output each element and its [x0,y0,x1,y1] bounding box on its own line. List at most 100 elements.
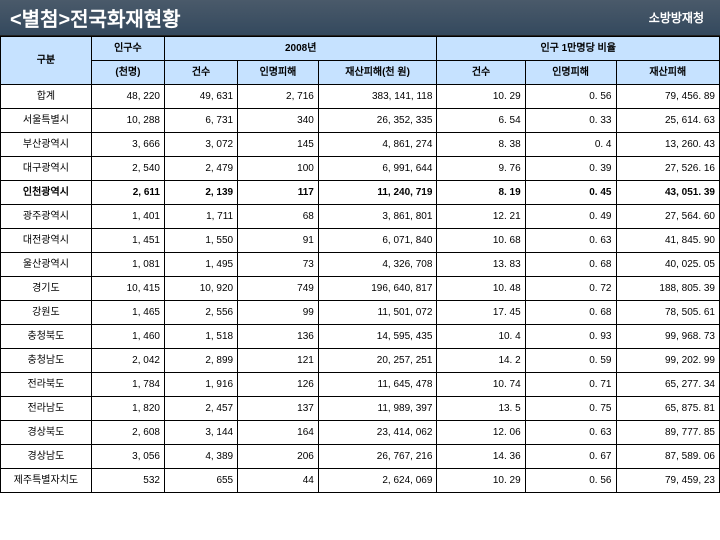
cell-rate-injury: 0. 68 [525,253,616,277]
cell-injury: 68 [238,205,319,229]
cell-rate-count: 6. 54 [437,109,525,133]
cell-property: 6, 071, 840 [318,229,437,253]
cell-property: 4, 861, 274 [318,133,437,157]
cell-property: 196, 640, 817 [318,277,437,301]
table-row: 충청남도2, 0422, 89912120, 257, 25114. 20. 5… [1,349,720,373]
cell-count: 1, 711 [164,205,237,229]
cell-count: 1, 916 [164,373,237,397]
th-category: 구분 [1,37,92,85]
cell-count: 1, 495 [164,253,237,277]
cell-population: 48, 220 [91,85,164,109]
cell-population: 3, 666 [91,133,164,157]
cell-label: 울산광역시 [1,253,92,277]
cell-rate-injury: 0. 33 [525,109,616,133]
table-body: 합계48, 22049, 6312, 716383, 141, 11810. 2… [1,85,720,493]
cell-population: 2, 611 [91,181,164,205]
cell-rate-property: 99, 202. 99 [616,349,720,373]
cell-rate-count: 10. 29 [437,469,525,493]
cell-label: 대전광역시 [1,229,92,253]
cell-count: 2, 556 [164,301,237,325]
cell-rate-property: 27, 564. 60 [616,205,720,229]
cell-injury: 2, 716 [238,85,319,109]
cell-rate-property: 87, 589. 06 [616,445,720,469]
cell-property: 6, 991, 644 [318,157,437,181]
cell-rate-injury: 0. 45 [525,181,616,205]
cell-rate-injury: 0. 49 [525,205,616,229]
cell-population: 10, 415 [91,277,164,301]
cell-population: 2, 042 [91,349,164,373]
cell-count: 2, 479 [164,157,237,181]
cell-property: 26, 352, 335 [318,109,437,133]
th-injury: 인명피해 [238,61,319,85]
cell-count: 2, 457 [164,397,237,421]
cell-population: 2, 540 [91,157,164,181]
cell-population: 1, 784 [91,373,164,397]
cell-injury: 749 [238,277,319,301]
cell-injury: 73 [238,253,319,277]
cell-count: 1, 518 [164,325,237,349]
cell-rate-count: 9. 76 [437,157,525,181]
cell-population: 1, 451 [91,229,164,253]
cell-injury: 91 [238,229,319,253]
cell-rate-count: 14. 2 [437,349,525,373]
table-row: 광주광역시1, 4011, 711683, 861, 80112. 210. 4… [1,205,720,229]
cell-label: 부산광역시 [1,133,92,157]
cell-rate-property: 13, 260. 43 [616,133,720,157]
cell-population: 1, 820 [91,397,164,421]
cell-count: 6, 731 [164,109,237,133]
cell-injury: 136 [238,325,319,349]
cell-count: 10, 920 [164,277,237,301]
cell-population: 2, 608 [91,421,164,445]
cell-rate-count: 10. 29 [437,85,525,109]
cell-property: 4, 326, 708 [318,253,437,277]
cell-rate-injury: 0. 72 [525,277,616,301]
cell-injury: 44 [238,469,319,493]
cell-rate-injury: 0. 71 [525,373,616,397]
cell-rate-count: 10. 4 [437,325,525,349]
cell-label: 제주특별자치도 [1,469,92,493]
cell-population: 1, 460 [91,325,164,349]
cell-label: 광주광역시 [1,205,92,229]
cell-property: 11, 501, 072 [318,301,437,325]
cell-property: 383, 141, 118 [318,85,437,109]
page-title: <별첨>전국화재현황 [10,3,181,32]
cell-rate-injury: 0. 67 [525,445,616,469]
cell-rate-property: 89, 777. 85 [616,421,720,445]
table-row: 강원도1, 4652, 5569911, 501, 07217. 450. 68… [1,301,720,325]
cell-label: 합계 [1,85,92,109]
cell-rate-count: 10. 68 [437,229,525,253]
th-count: 건수 [164,61,237,85]
cell-rate-property: 78, 505. 61 [616,301,720,325]
cell-injury: 121 [238,349,319,373]
table-row: 전라남도1, 8202, 45713711, 989, 39713. 50. 7… [1,397,720,421]
cell-label: 경상남도 [1,445,92,469]
cell-population: 3, 056 [91,445,164,469]
cell-population: 10, 288 [91,109,164,133]
cell-injury: 145 [238,133,319,157]
table-row: 인천광역시2, 6112, 13911711, 240, 7198. 190. … [1,181,720,205]
cell-injury: 206 [238,445,319,469]
cell-label: 경기도 [1,277,92,301]
th-property: 재산피해(천 원) [318,61,437,85]
cell-population: 532 [91,469,164,493]
cell-label: 인천광역시 [1,181,92,205]
cell-population: 1, 401 [91,205,164,229]
table-row: 부산광역시3, 6663, 0721454, 861, 2748. 380. 4… [1,133,720,157]
table-row: 전라북도1, 7841, 91612611, 645, 47810. 740. … [1,373,720,397]
cell-label: 강원도 [1,301,92,325]
cell-property: 20, 257, 251 [318,349,437,373]
cell-rate-count: 10. 48 [437,277,525,301]
cell-rate-count: 12. 21 [437,205,525,229]
cell-label: 전라북도 [1,373,92,397]
cell-rate-count: 8. 38 [437,133,525,157]
th-year-group: 2008년 [164,37,436,61]
cell-rate-injury: 0. 63 [525,229,616,253]
cell-rate-property: 79, 459, 23 [616,469,720,493]
fire-stats-table: 구분 인구수 2008년 인구 1만명당 비율 (천명) 건수 인명피해 재산피… [0,36,720,493]
th-population-sub: (천명) [91,61,164,85]
cell-rate-property: 65, 875. 81 [616,397,720,421]
cell-property: 3, 861, 801 [318,205,437,229]
page-subtitle: 소방방재청 [649,9,710,26]
cell-rate-property: 99, 968. 73 [616,325,720,349]
cell-rate-injury: 0. 39 [525,157,616,181]
